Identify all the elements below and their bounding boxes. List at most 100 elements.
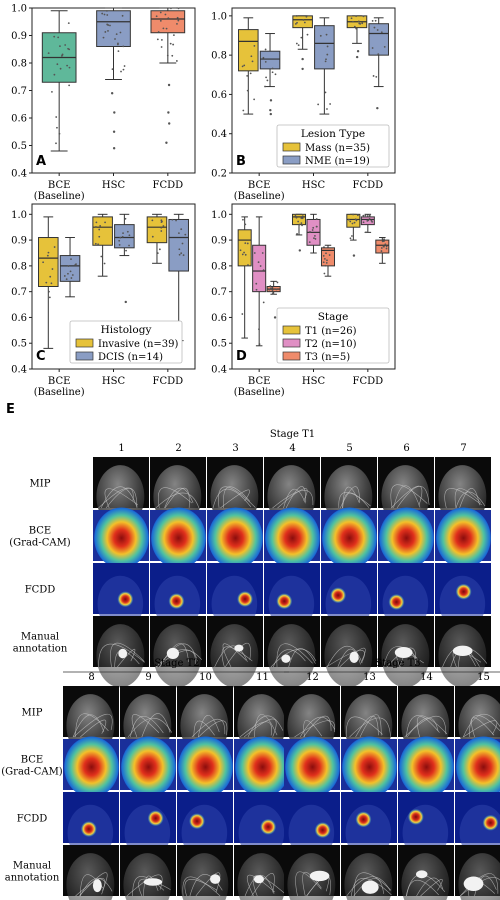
vessel-line (222, 643, 247, 668)
panel-d: 0.4 0.5 0.6 0.7 0.8 0.9 1.0 BCE(Baseline) HSC FCD… (211, 203, 396, 398)
sample-point (51, 268, 54, 270)
sample-point (298, 223, 301, 226)
sample-point (177, 7, 180, 10)
sample-point (60, 55, 63, 57)
vessel-line (156, 649, 202, 668)
gradcam-heatmap (456, 736, 500, 798)
x-tick-label: BCE (248, 180, 271, 191)
breast-tissue (267, 624, 316, 688)
sample-point (271, 71, 274, 74)
outlier-point (112, 130, 116, 133)
vessel-line (463, 720, 498, 738)
vessel-line (390, 484, 428, 509)
sample-point (380, 247, 383, 249)
y-tick-label: 0.8 (11, 59, 27, 70)
sample-point (122, 68, 125, 71)
sample-point (275, 288, 278, 291)
vessel-line (294, 720, 336, 738)
sample-point (111, 68, 114, 71)
lesion-annotation (452, 645, 473, 657)
y-tick-label: 0.4 (211, 129, 227, 140)
image-cell (93, 616, 149, 688)
gradcam-heatmap (379, 507, 434, 569)
image-cell (321, 507, 377, 569)
sample-point (324, 91, 327, 94)
outlier-point (298, 249, 302, 252)
sample-point (119, 236, 122, 239)
vessel-line (339, 647, 366, 668)
sample-point (356, 214, 359, 217)
sample-point (295, 42, 298, 45)
sample-point (169, 42, 172, 45)
image-cell (341, 845, 397, 900)
lesion-annotation (143, 878, 163, 886)
lesion-annotation (118, 648, 128, 659)
vessel-line (420, 879, 443, 897)
x-tick-label: BCE (248, 376, 271, 387)
vessel-line (247, 715, 284, 738)
sample-point (296, 232, 298, 235)
gradcam-heatmap (151, 507, 206, 569)
sample-point (349, 220, 352, 223)
vessel-line (243, 718, 277, 738)
lesion-annotation (234, 644, 244, 652)
sample-point (362, 15, 365, 18)
outlier-point (167, 111, 170, 114)
sample-point (124, 217, 127, 220)
sample-point (74, 264, 77, 266)
image-cell (63, 845, 119, 900)
sample-point (368, 214, 371, 217)
y-tick-label: 0.6 (211, 90, 227, 101)
sample-point (115, 33, 118, 35)
sample-point (351, 222, 354, 225)
outlier-point (110, 92, 114, 95)
sample-point (101, 12, 104, 15)
sample-point (160, 230, 163, 232)
sample-point (253, 98, 256, 101)
stage-title: Stage T3 (375, 658, 420, 669)
sample-point (349, 237, 352, 240)
sample-point (45, 281, 48, 284)
sample-point (103, 262, 106, 265)
sample-point (117, 43, 119, 46)
sample-point (128, 244, 130, 247)
lesion-annotation (210, 874, 221, 884)
sample-point (170, 7, 172, 10)
sample-point (301, 215, 304, 218)
vessel-line (253, 714, 278, 738)
sample-point (303, 21, 306, 24)
sample-point (242, 218, 244, 221)
sample-point (250, 55, 253, 58)
vessel-line (406, 715, 448, 738)
y-tick-label: 1.0 (11, 210, 27, 221)
vessel-line (132, 876, 165, 897)
image-cell (234, 736, 290, 798)
sample-point (50, 282, 53, 285)
sample-point (241, 313, 244, 315)
vessel-line (159, 643, 189, 668)
sample-point (120, 70, 122, 73)
lesion-annotation (463, 876, 484, 891)
sample-point (323, 246, 325, 248)
sample-point (105, 9, 108, 12)
sample-point (106, 23, 109, 26)
sample-point (314, 238, 317, 240)
sample-point (151, 235, 154, 238)
vessel-line (272, 490, 314, 509)
sample-point (365, 231, 367, 234)
sample-point (371, 47, 374, 49)
x-tick-label: FCDD (353, 180, 384, 191)
vessel-line (212, 488, 252, 509)
y-tick-label: 0.7 (11, 287, 27, 298)
y-tick-label: 0.6 (11, 313, 27, 324)
outlier-point (301, 67, 304, 71)
sample-point (71, 274, 74, 276)
sample-point (258, 343, 261, 346)
vessel-line (406, 717, 439, 738)
x-tick-label: HSC (102, 376, 126, 387)
sample-point (246, 89, 249, 92)
sample-point (264, 48, 267, 51)
x-tick-label: FCDD (153, 376, 184, 387)
box-2 (368, 23, 389, 56)
legend-label: NME (n=19) (305, 156, 370, 167)
